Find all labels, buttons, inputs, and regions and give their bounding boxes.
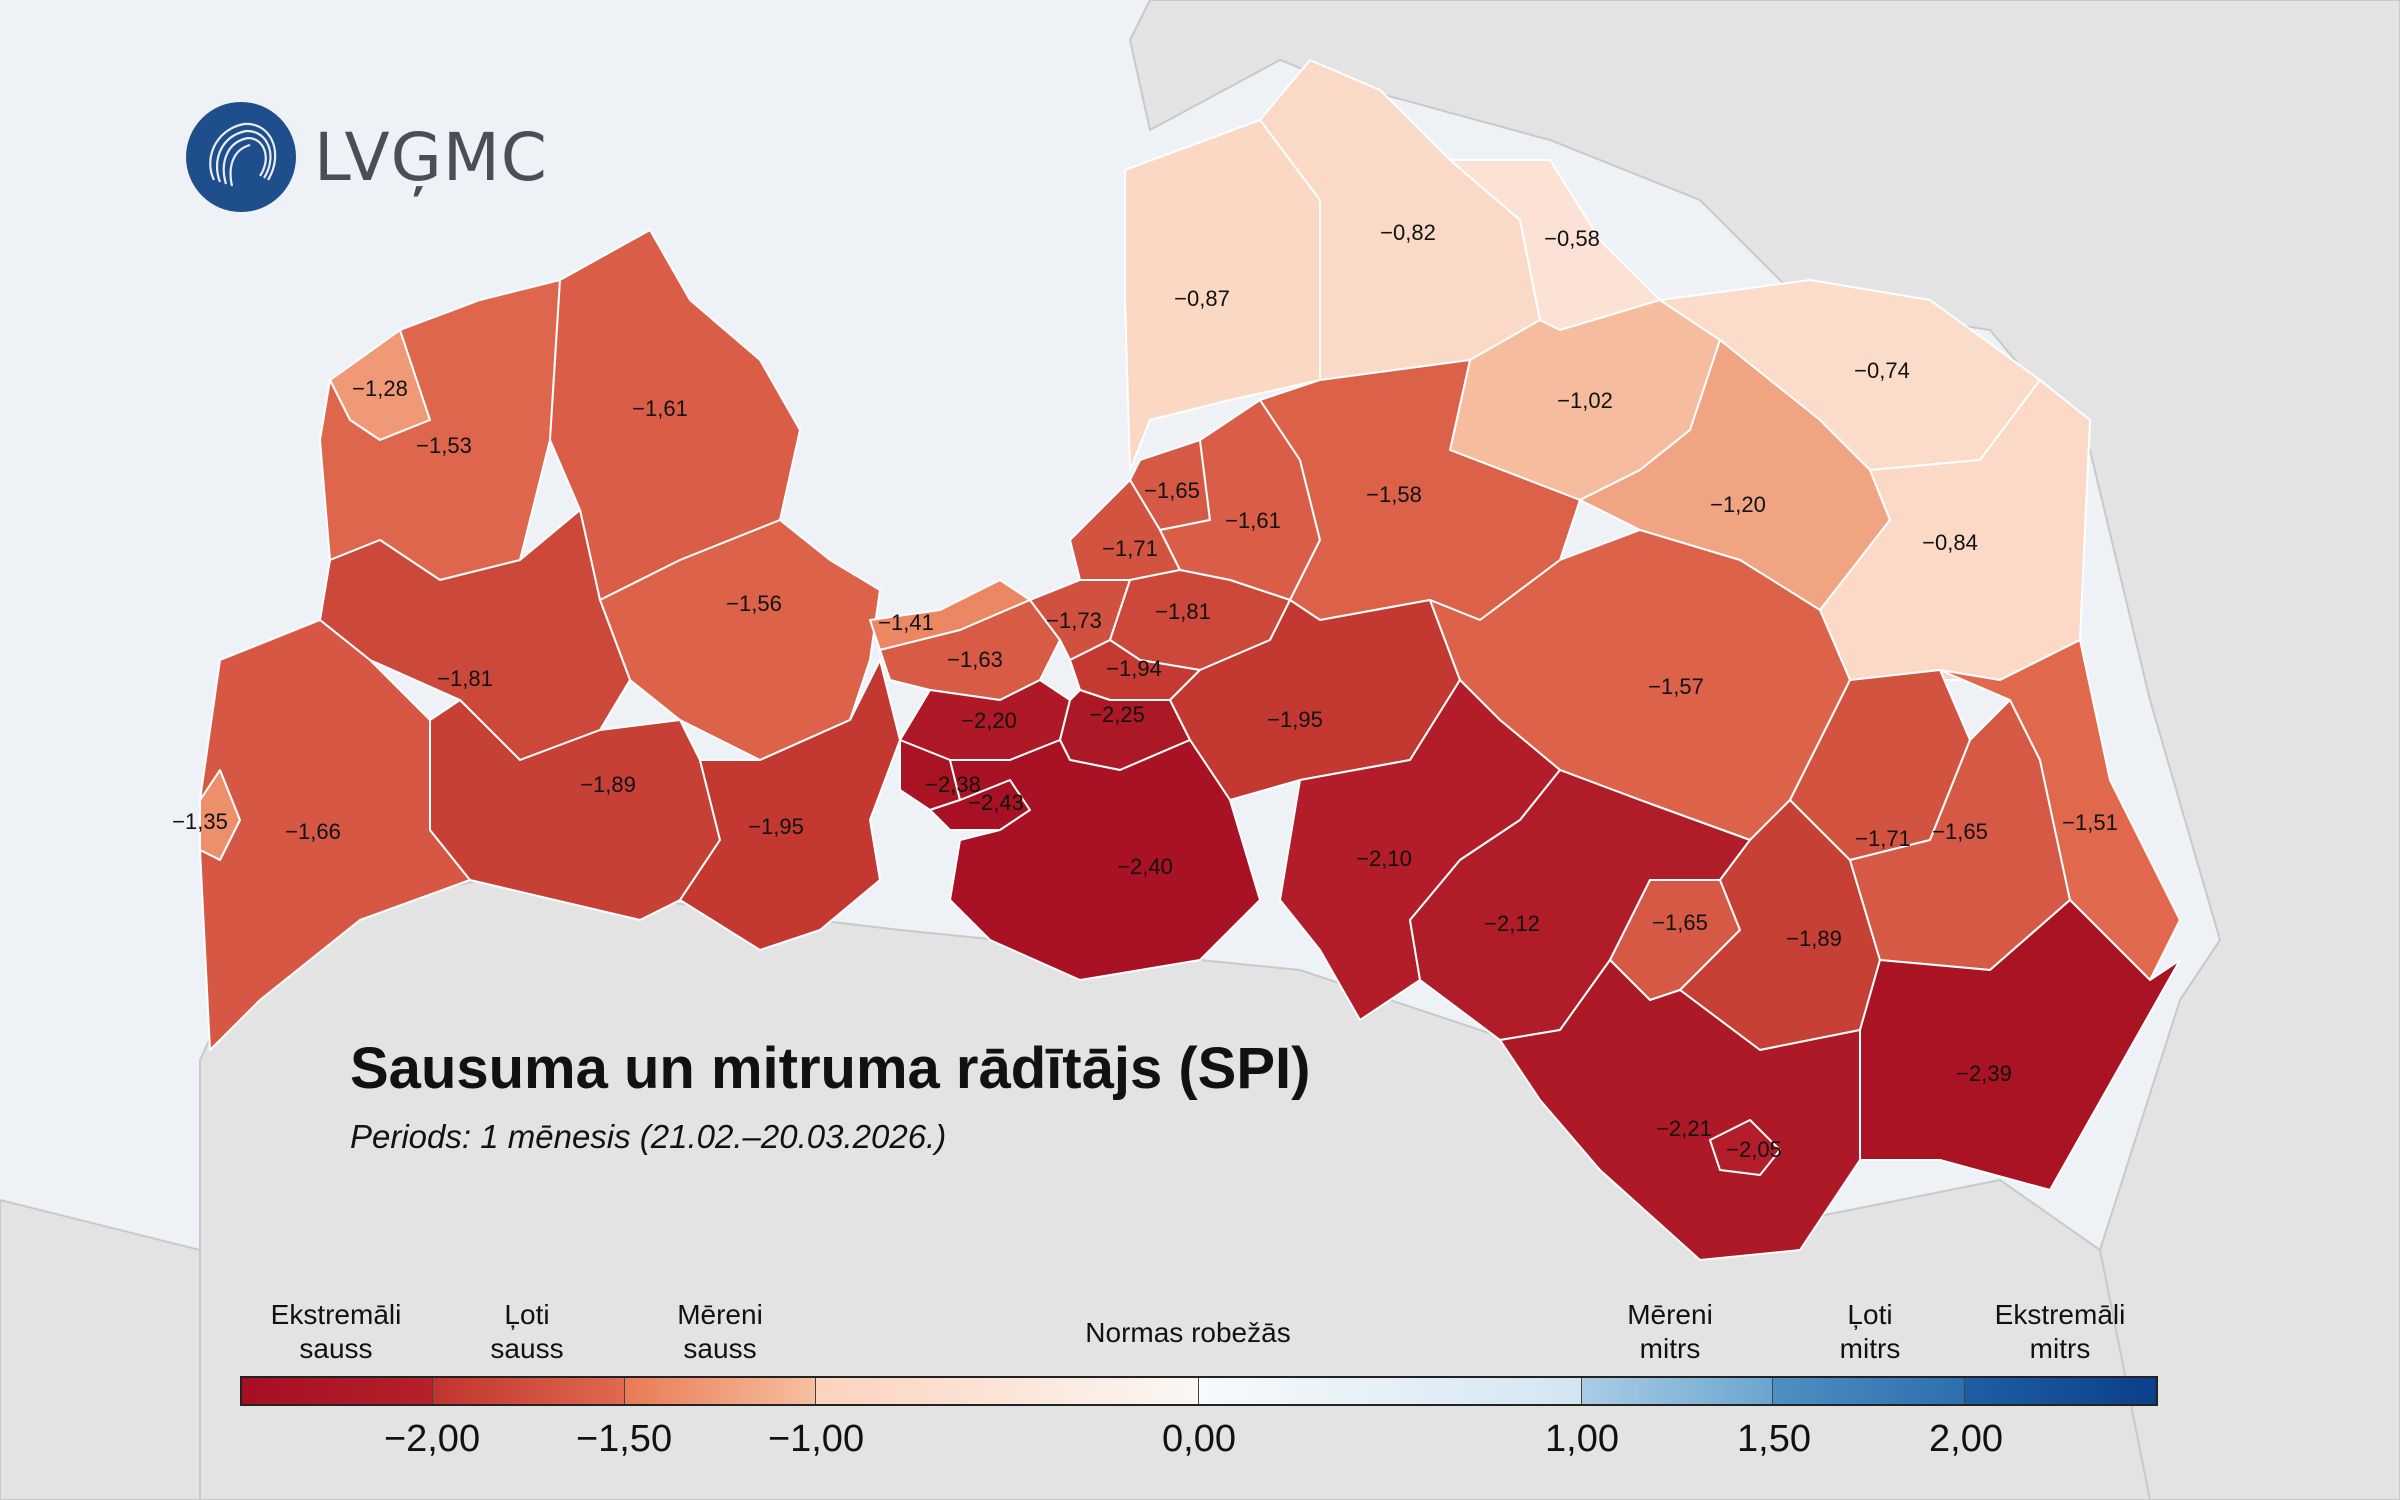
region-value-label: −1,58: [1366, 482, 1422, 507]
region-r28[interactable]: [199, 619, 471, 1051]
region-value-label: −2,05: [1726, 1137, 1782, 1162]
region-r42[interactable]: [1709, 1119, 1781, 1176]
neighbor-coast-south: [0, 1198, 201, 1500]
region-value-label: −1,65: [1144, 478, 1200, 503]
region-value-label: −1,89: [1786, 926, 1842, 951]
region-value-label: −0,82: [1380, 220, 1436, 245]
region-value-label: −2,38: [925, 772, 981, 797]
region-value-label: −1,66: [285, 819, 341, 844]
region-value-label: −1,28: [352, 376, 408, 401]
municipality-value-labels: −0,87 −0,82 −0,58 −1,02 −0,74 −1,20 −0,84 −1,28…: [172, 220, 2118, 1162]
region-value-label: −1,95: [748, 814, 804, 839]
region-r35[interactable]: [1939, 639, 2181, 981]
region-value-label: −2,25: [1089, 702, 1145, 727]
region-value-label: −1,89: [580, 772, 636, 797]
logo-text: LVĢMC: [314, 118, 548, 196]
region-r31[interactable]: [679, 659, 901, 951]
region-value-label: −2,20: [961, 708, 1017, 733]
region-value-label: −2,39: [1956, 1061, 2012, 1086]
lvgmc-logo-icon: [186, 102, 296, 212]
region-value-label: −1,35: [172, 809, 228, 834]
region-value-label: −1,61: [1225, 508, 1281, 533]
region-value-label: −0,84: [1922, 530, 1978, 555]
municipality-regions: [199, 59, 2181, 1261]
region-value-label: −1,71: [1102, 536, 1158, 561]
region-r36[interactable]: [949, 739, 1261, 981]
region-value-label: −1,51: [2062, 810, 2118, 835]
region-value-label: −0,58: [1544, 226, 1600, 251]
region-value-label: −1,57: [1648, 674, 1704, 699]
lvgmc-logo: LVĢMC: [184, 100, 548, 214]
region-value-label: −2,43: [968, 790, 1024, 815]
region-value-label: −2,10: [1356, 846, 1412, 871]
region-value-label: −1,71: [1855, 826, 1911, 851]
region-value-label: −2,40: [1117, 854, 1173, 879]
region-value-label: −0,74: [1854, 358, 1910, 383]
region-value-label: −0,87: [1174, 286, 1230, 311]
region-value-label: −1,95: [1267, 707, 1323, 732]
region-value-label: −1,56: [726, 591, 782, 616]
region-value-label: −1,65: [1652, 910, 1708, 935]
map-title: Sausuma un mitruma rādītājs (SPI): [350, 1036, 1311, 1101]
region-value-label: −2,21: [1656, 1116, 1712, 1141]
region-value-label: −1,94: [1106, 656, 1162, 681]
region-r41[interactable]: [1499, 959, 1861, 1261]
region-r15[interactable]: [599, 519, 881, 761]
region-value-label: −1,53: [416, 433, 472, 458]
map-subtitle: Periods: 1 mēnesis (21.02.–20.03.2026.): [350, 1118, 947, 1155]
region-value-label: −2,12: [1484, 911, 1540, 936]
region-value-label: −1,02: [1557, 388, 1613, 413]
region-value-label: −1,81: [437, 666, 493, 691]
region-value-label: −1,65: [1932, 819, 1988, 844]
region-value-label: −1,41: [878, 610, 934, 635]
region-r09[interactable]: [319, 279, 561, 581]
region-value-label: −1,73: [1046, 608, 1102, 633]
region-value-label: −1,81: [1155, 599, 1211, 624]
region-value-label: −1,63: [947, 647, 1003, 672]
region-value-label: −1,20: [1710, 492, 1766, 517]
region-value-label: −1,61: [632, 396, 688, 421]
